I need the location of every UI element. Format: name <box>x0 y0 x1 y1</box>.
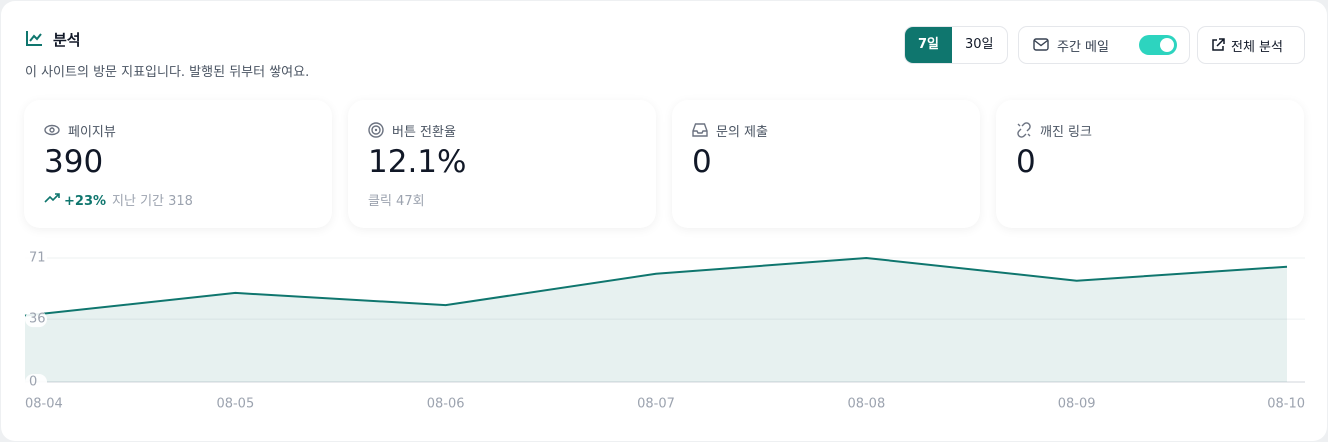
title: 분석 <box>53 31 81 49</box>
x-tick-label: 08-06 <box>427 397 465 412</box>
x-tick-label: 08-10 <box>1267 397 1305 412</box>
full-analysis-label: 전체 분석 <box>1231 40 1283 55</box>
stat-note: 클릭 47회 <box>368 194 425 209</box>
stat-label: 버튼 전환율 <box>392 125 456 140</box>
range-button[interactable]: 7일 <box>905 27 953 63</box>
stat-value: 12.1% <box>368 144 467 180</box>
stat-note-row: +23% 지난 기간 318 <box>44 190 193 209</box>
y-tick-label-bg <box>25 311 47 328</box>
y-tick-label: 0 <box>29 375 37 390</box>
mail-label: 주간 메일 <box>1057 40 1109 55</box>
mail-icon <box>1033 38 1049 51</box>
stat-value: 390 <box>44 144 104 180</box>
range-button[interactable]: 30일 <box>965 37 994 52</box>
stat-note-row: 클릭 47회 <box>368 190 425 209</box>
stat-label: 깨진 링크 <box>1040 125 1092 140</box>
x-tick-label: 08-09 <box>1058 397 1096 412</box>
y-tick-label: 71 <box>29 251 46 266</box>
mail-toggle[interactable] <box>1139 35 1177 55</box>
chart: 0 36 71 08-04 08-05 08-06 08-07 08-08 08-09 08-10 <box>24 250 1305 412</box>
trend-icon <box>44 193 60 203</box>
stat-card: 문의 제출 0 <box>672 100 980 228</box>
full-analysis-button[interactable]: 전체 분석 <box>1197 26 1305 64</box>
stat-icon <box>368 122 384 138</box>
y-tick-label: 36 <box>29 312 46 327</box>
line <box>24 256 1288 317</box>
mail-control: 주간 메일 <box>1018 26 1190 64</box>
stat-icon <box>692 123 708 137</box>
y-tick-label-bg <box>25 374 47 390</box>
subtitle: 이 사이트의 방문 지표입니다. 발행된 뒤부터 쌓여요. <box>25 65 310 80</box>
stat-change: +23% <box>64 194 107 209</box>
x-tick-label: 08-08 <box>847 397 885 412</box>
toggle-knob <box>1160 38 1174 52</box>
range-selector: 7일 30일 <box>904 26 1008 64</box>
stat-card: 깨진 링크 0 <box>996 100 1304 228</box>
chart-icon <box>26 31 42 46</box>
stat-note: 지난 기간 318 <box>112 194 193 209</box>
x-tick-label: 08-04 <box>25 397 63 412</box>
stat-card: 페이지뷰 390 +23% 지난 기간 318 <box>24 100 332 228</box>
stat-icon <box>1017 122 1031 138</box>
stat-label: 문의 제출 <box>716 125 768 140</box>
stat-label: 페이지뷰 <box>68 125 116 140</box>
y-tick-label-bg <box>25 250 47 266</box>
stat-card: 버튼 전환율 12.1% 클릭 47회 <box>348 100 656 228</box>
x-tick-label: 08-05 <box>216 397 254 412</box>
stat-icon <box>44 124 60 136</box>
external-icon <box>1212 38 1225 51</box>
stat-value: 0 <box>692 144 712 180</box>
stat-value: 0 <box>1016 144 1036 180</box>
x-tick-label: 08-07 <box>637 397 675 412</box>
area <box>25 258 1287 382</box>
